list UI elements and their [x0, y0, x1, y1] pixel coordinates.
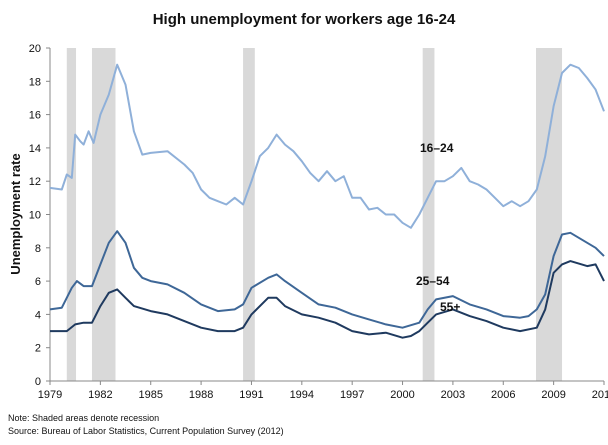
y-axis-label: Unemployment rate [8, 153, 23, 274]
y-tick-label: 14 [29, 143, 41, 155]
series-line-55- [50, 260, 605, 339]
chart-title: High unemployment for workers age 16-24 [153, 11, 456, 28]
y-tick-label: 0 [35, 376, 41, 388]
y-tick-label: 4 [35, 309, 41, 321]
x-tick-label: 1988 [189, 389, 213, 401]
recession-band [422, 48, 435, 381]
label-25-54: 25–54 [416, 274, 450, 288]
x-tick-label: 2006 [491, 389, 515, 401]
x-tick-label: 1985 [138, 389, 162, 401]
y-tick-label: 6 [35, 276, 41, 288]
recession-band [243, 48, 255, 381]
y-tick-label: 12 [29, 176, 41, 188]
y-tick-label: 2 [35, 343, 41, 355]
x-tick-label: 1979 [38, 389, 62, 401]
x-tick-label: 1997 [340, 389, 364, 401]
x-tick-label: 2012 [592, 389, 608, 401]
y-tick-label: 20 [29, 43, 41, 55]
y-tick-label: 10 [29, 210, 41, 222]
note-text: Note: Shaded areas denote recession [8, 413, 159, 423]
label-55-plus: 55+ [440, 300, 460, 314]
x-tick-label: 1982 [88, 389, 112, 401]
series-line-25-54 [49, 230, 605, 329]
y-tick-label: 8 [35, 243, 41, 255]
recession-band [91, 48, 116, 381]
x-tick-label: 1994 [290, 389, 314, 401]
recession-band [536, 48, 563, 381]
label-16-24: 16–24 [420, 141, 454, 155]
x-tick-label: 2009 [541, 389, 565, 401]
y-tick-label: 18 [29, 76, 41, 88]
x-tick-label: 2003 [441, 389, 465, 401]
y-tick-label: 16 [29, 110, 41, 122]
series-line-16-24 [49, 63, 605, 229]
x-tick-label: 2000 [390, 389, 414, 401]
source-text: Source: Bureau of Labor Statistics, Curr… [8, 426, 284, 436]
recession-band [66, 48, 77, 381]
x-tick-label: 1991 [239, 389, 263, 401]
